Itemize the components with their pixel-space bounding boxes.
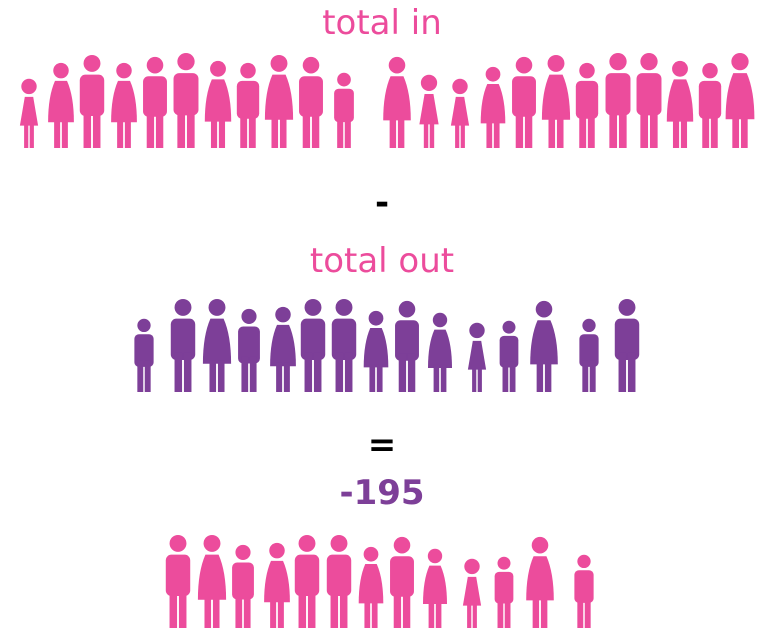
- person: [270, 307, 296, 392]
- person: [530, 301, 558, 392]
- people-row-out: [134, 299, 639, 392]
- people-row-result: [166, 535, 594, 628]
- person: [574, 555, 593, 628]
- person: [579, 319, 598, 392]
- person: [542, 55, 570, 148]
- person: [423, 549, 447, 628]
- person: [451, 79, 469, 148]
- person: [20, 79, 38, 148]
- person: [174, 53, 199, 148]
- person: [299, 57, 323, 148]
- person: [166, 535, 190, 628]
- person: [238, 309, 260, 392]
- top-label: total in: [322, 3, 442, 43]
- person: [463, 559, 481, 628]
- person: [500, 321, 519, 392]
- person: [205, 61, 231, 148]
- person: [301, 299, 325, 392]
- person: [419, 75, 438, 148]
- person: [264, 543, 290, 628]
- person: [327, 535, 351, 628]
- person: [667, 61, 693, 148]
- person: [80, 55, 104, 148]
- person: [526, 537, 554, 628]
- person: [237, 63, 259, 148]
- person: [364, 311, 389, 392]
- person: [359, 547, 384, 628]
- result-value: -195: [339, 473, 424, 513]
- person: [395, 301, 419, 392]
- person: [615, 299, 639, 392]
- person: [134, 319, 153, 392]
- person: [198, 535, 226, 628]
- person: [203, 299, 231, 392]
- person: [295, 535, 319, 628]
- person: [232, 545, 254, 628]
- person: [495, 557, 514, 628]
- person: [332, 299, 356, 392]
- person: [334, 73, 354, 148]
- person: [512, 57, 536, 148]
- person: [171, 299, 195, 392]
- person: [637, 53, 662, 148]
- people-row-in: [20, 53, 754, 148]
- person: [390, 537, 414, 628]
- person: [726, 53, 755, 148]
- person: [699, 63, 721, 148]
- person: [606, 53, 631, 148]
- person: [576, 63, 598, 148]
- equals-sign: =: [368, 425, 397, 465]
- person: [481, 67, 506, 148]
- person: [468, 323, 486, 392]
- page: {"top_label": "total in", "minus": "-", …: [0, 0, 764, 635]
- person: [265, 55, 293, 148]
- middle-label: total out: [310, 241, 454, 281]
- person: [111, 63, 137, 148]
- person: [48, 63, 74, 148]
- person: [143, 57, 167, 148]
- infographic: total in - total out: [0, 0, 764, 635]
- person: [428, 313, 452, 392]
- person: [383, 57, 411, 148]
- minus-sign: -: [375, 183, 389, 223]
